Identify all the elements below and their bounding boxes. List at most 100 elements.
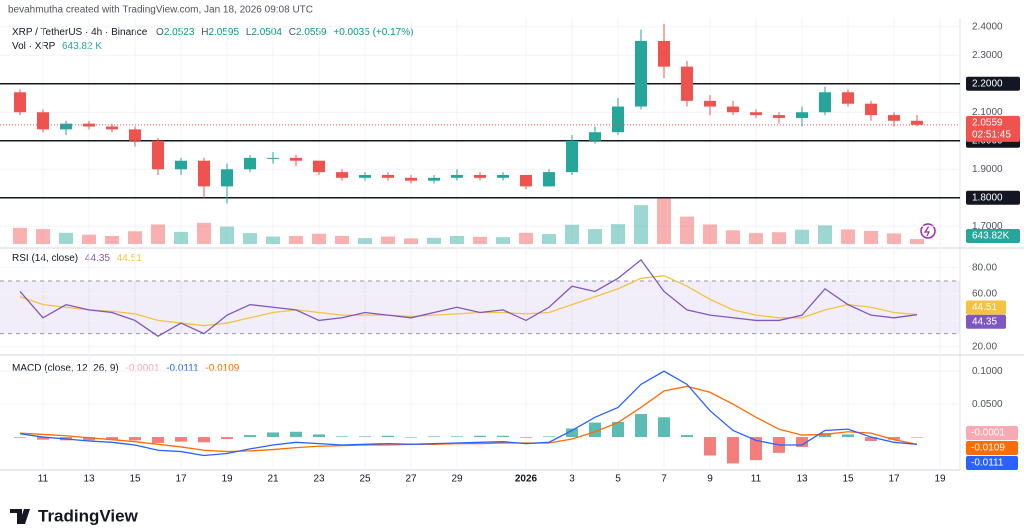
y-tick-label: 0.1000 (972, 366, 1003, 377)
macd-histogram-bar (14, 437, 26, 438)
macd-histogram-bar (865, 437, 877, 442)
candle-body (106, 126, 118, 130)
macd-histogram-bar (382, 435, 394, 438)
macd-histogram-bar (612, 421, 624, 438)
volume-bar (105, 235, 119, 244)
rsi-legend: RSI (14, close) 44.35 44.51 (12, 253, 142, 264)
histogram-value: -0.0001 (126, 363, 160, 374)
candle-body (819, 92, 831, 113)
x-tick-label: 2026 (515, 474, 538, 485)
rsi-ma-value: 44.51 (117, 253, 142, 264)
candle-body (382, 174, 394, 178)
x-tick-label: 19 (934, 474, 946, 485)
macd-histogram-bar (704, 437, 716, 456)
y-tick-label: 60.00 (972, 289, 997, 300)
macd-histogram-bar (727, 437, 739, 464)
macd-histogram-bar (796, 437, 808, 447)
macd-histogram-bar (129, 437, 141, 441)
macd-histogram-bar (83, 437, 95, 441)
axis-label-box (966, 115, 1020, 142)
axis-label-box (966, 441, 1018, 455)
y-tick-label: 2.1000 (972, 107, 1003, 118)
volume-bar (795, 229, 809, 244)
candle-body (451, 174, 463, 178)
signal-value: -0.0109 (205, 363, 239, 374)
x-tick-label: 11 (751, 474, 762, 485)
y-tick-label: 0.0500 (972, 399, 1003, 410)
macd-histogram-bar (474, 435, 486, 438)
volume-bar (680, 216, 694, 244)
macd-histogram-bar (198, 437, 210, 443)
candle-body (543, 172, 555, 187)
ohlc-value: 2.0559 (296, 27, 327, 38)
macd-histogram-bar (658, 417, 670, 438)
macd-histogram-bar (405, 437, 417, 438)
x-tick-label: 21 (267, 474, 279, 485)
volume-axis-label: 643.82K (972, 231, 1010, 242)
x-tick-label: 25 (359, 474, 371, 485)
axis-label-box (966, 456, 1018, 470)
volume-bar (335, 235, 349, 244)
countdown: 02:51:45 (972, 129, 1011, 140)
volume-bar (13, 227, 27, 244)
volume-bar (565, 224, 579, 244)
macd-histogram-bar (888, 437, 900, 440)
volume-bar (59, 232, 73, 244)
volume-bar (289, 235, 303, 244)
ohlc-key: H (201, 27, 208, 38)
macd-histogram-bar (451, 436, 463, 438)
candle-body (589, 132, 601, 141)
candle-body (727, 106, 739, 113)
volume-legend: Vol · XRP 643.82 K (12, 41, 102, 52)
volume-bar (496, 237, 510, 244)
candle-body (359, 174, 371, 178)
alert-icon-bolt (923, 225, 930, 237)
volume-bar (243, 233, 257, 244)
candle-body (313, 160, 325, 173)
alert-icon[interactable] (920, 223, 936, 239)
macd-histogram-bar (589, 422, 601, 438)
volume-bar (841, 229, 855, 244)
candle-body (796, 112, 808, 118)
candle-body (152, 140, 164, 170)
x-tick-label: 17 (888, 474, 900, 485)
macd-histogram-bar (106, 437, 118, 440)
macd-histogram-bar (543, 436, 555, 438)
level-label: 1.8000 (972, 192, 1003, 203)
axis-label-box (966, 314, 1006, 329)
volume-bar (450, 235, 464, 244)
candle-body (290, 157, 302, 161)
candle-body (14, 92, 26, 113)
candle-body (566, 140, 578, 173)
x-tick-label: 5 (615, 474, 621, 485)
macd-axis-value: -0.0111 (971, 458, 1004, 469)
candle-body (37, 112, 49, 130)
macd-axis-value: -0.0001 (971, 428, 1005, 439)
candle-body (773, 115, 785, 118)
level-label: 2.2000 (972, 78, 1003, 89)
rsi-band (0, 280, 960, 334)
x-tick-label: 7 (661, 474, 667, 485)
candle-body (405, 177, 417, 181)
x-tick-label: 3 (569, 474, 575, 485)
x-tick-label: 19 (221, 474, 233, 485)
macd-histogram-bar (497, 435, 509, 438)
macd-histogram-bar (244, 435, 256, 438)
axis-label-box (966, 426, 1018, 440)
x-tick-label: 27 (405, 474, 417, 485)
candle-body (865, 103, 877, 116)
rsi-axis-value: 44.51 (972, 302, 997, 313)
ohlc-key: L (246, 27, 252, 38)
volume-bar (519, 232, 533, 244)
x-tick-label: 13 (796, 474, 808, 485)
candle-body (60, 123, 72, 130)
author-line: bevahmutha created with TradingView.com,… (8, 5, 313, 16)
candle-body (221, 169, 233, 187)
candle-body (129, 129, 141, 141)
macd-histogram-bar (681, 435, 693, 438)
candle-body (681, 66, 693, 101)
x-tick-label: 17 (175, 474, 187, 485)
x-tick-label: 15 (129, 474, 141, 485)
signal-line (19, 385, 918, 453)
macd-histogram-bar (267, 432, 279, 438)
